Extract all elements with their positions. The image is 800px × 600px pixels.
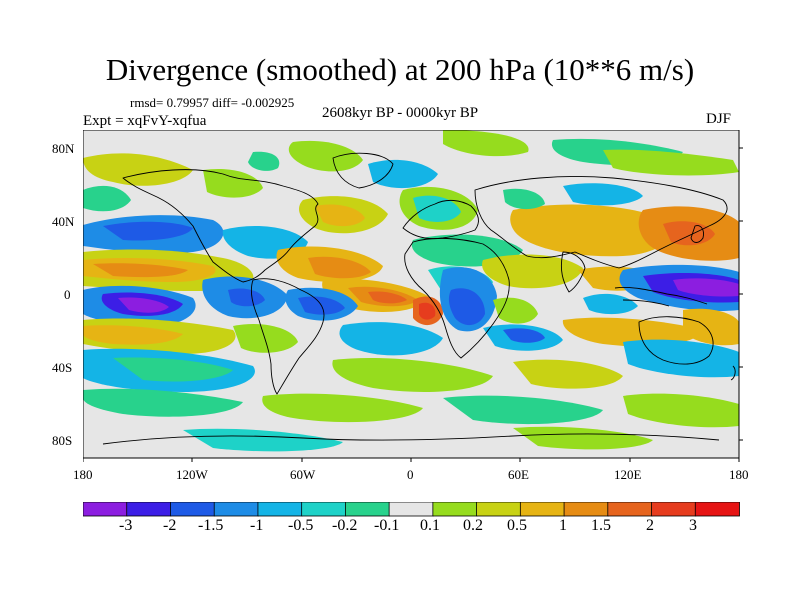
colorbar-label: 3 [689, 517, 697, 534]
lon-label-120e: 120E [614, 467, 642, 482]
stats-text: rmsd= 0.79957 diff= -0.002925 [130, 95, 295, 110]
lat-label-80s: 80S [52, 433, 73, 448]
colorbar-label: 0.2 [463, 517, 483, 534]
lon-label-180e: 180 [729, 467, 749, 482]
colorbar-label: 0.5 [507, 517, 527, 534]
divergence-field [83, 130, 739, 452]
colorbar-label: 1.5 [591, 517, 611, 534]
lon-label-0: 0 [407, 467, 414, 482]
colorbar-swatch [388, 502, 434, 517]
divergence-map [83, 130, 743, 462]
colorbar-swatch [257, 502, 303, 517]
colorbar-swatch [213, 502, 259, 517]
colorbar-swatch [607, 502, 653, 517]
map-title: Divergence (smoothed) at 200 hPa (10**6 … [105, 52, 695, 87]
colorbar-swatch [432, 502, 478, 517]
colorbar-swatch [344, 502, 391, 517]
colorbar-label: -2 [163, 517, 177, 534]
lat-label-40n: 40N [52, 214, 75, 229]
coastlines [102, 152, 736, 445]
colorbar-label: -0.1 [374, 517, 400, 534]
colorbar-label: -1.5 [198, 517, 224, 534]
colorbar-label: 0.1 [420, 517, 440, 534]
colorbar-swatch [694, 502, 740, 517]
colorbar-swatch [563, 502, 609, 517]
colorbar-label: -1 [250, 517, 264, 534]
colorbar-label: 2 [646, 517, 654, 534]
season-label: DJF [706, 111, 732, 127]
lat-label-0: 0 [64, 287, 71, 302]
lon-label-60w: 60W [290, 467, 316, 482]
lon-label-60e: 60E [508, 467, 529, 482]
period-label: 2608kyr BP - 0000kyr BP [322, 105, 479, 121]
colorbar-swatch [519, 502, 565, 517]
lat-label-40s: 40S [52, 360, 73, 375]
colorbar-swatch [170, 502, 216, 517]
colorbar-label: -3 [119, 517, 133, 534]
colorbar-label: 1 [559, 517, 567, 534]
colorbar-label: -0.5 [288, 517, 314, 534]
colorbar-swatch [651, 502, 697, 517]
colorbar-swatch [301, 502, 347, 517]
colorbar [83, 502, 740, 517]
colorbar-swatch [126, 502, 172, 517]
experiment-label: Expt = xqFvY-xqfua [83, 113, 207, 129]
colorbar-swatch [83, 502, 128, 517]
lat-label-80n: 80N [52, 141, 75, 156]
lon-label-180w: 180 [73, 467, 93, 482]
colorbar-swatch [476, 502, 522, 517]
colorbar-label: -0.2 [332, 517, 358, 534]
lon-label-120w: 120W [176, 467, 208, 482]
